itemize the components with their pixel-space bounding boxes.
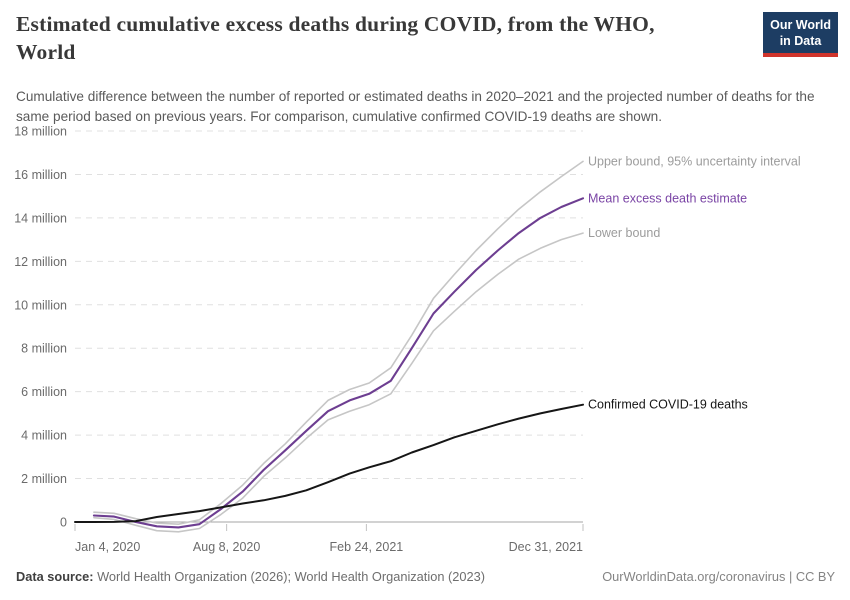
owid-logo-line-2: in Data (779, 34, 822, 49)
data-source: Data source: World Health Organization (… (16, 569, 485, 584)
chart-subtitle: Cumulative difference between the number… (16, 89, 815, 124)
y-tick-label: 4 million (21, 429, 67, 443)
y-tick-label: 10 million (14, 298, 67, 312)
y-tick-label: 2 million (21, 472, 67, 486)
y-tick-label: 18 million (14, 125, 67, 139)
mean-excess-label[interactable]: Mean excess death estimate (588, 191, 747, 205)
series-lines (74, 160, 585, 533)
gridlines: 0 2 million 4 million 6 million 8 million 10 … (14, 125, 583, 530)
x-tick-label: Jan 4, 2020 (75, 540, 140, 554)
x-axis: Jan 4, 2020 Aug 8, 2020 Feb 24, 2021 Dec 31… (74, 524, 584, 554)
confirmed-deaths-line[interactable] (74, 403, 584, 523)
lower-bound-line[interactable] (93, 232, 584, 533)
page-title: Estimated cumulative excess deaths durin… (16, 10, 786, 67)
y-tick-label: 8 million (21, 342, 67, 356)
upper-bound-line[interactable] (93, 160, 584, 526)
page-title-line-2: World (16, 40, 76, 65)
mean-excess-line[interactable] (92, 197, 585, 529)
owid-logo-line-1: Our World (770, 18, 831, 32)
owid-logo[interactable]: Our World in Data (763, 12, 838, 57)
series-end-labels: Upper bound, 95% uncertainty interval Low… (588, 154, 801, 411)
y-tick-label: 6 million (21, 385, 67, 399)
x-tick-label: Feb 24, 2021 (330, 540, 404, 554)
data-source-text: World Health Organization (2026); World … (93, 569, 485, 584)
data-source-label: Data source: (16, 569, 94, 584)
confirmed-deaths-label[interactable]: Confirmed COVID-19 deaths (588, 398, 748, 412)
credit-link[interactable]: OurWorldinData.org/coronavirus | CC BY (602, 569, 835, 584)
upper-bound-label[interactable]: Upper bound, 95% uncertainty interval (588, 154, 801, 168)
y-tick-label: 16 million (14, 168, 67, 182)
y-tick-label: 0 (60, 516, 67, 530)
y-tick-label: 14 million (14, 211, 67, 225)
lower-bound-label[interactable]: Lower bound (588, 226, 660, 240)
page-title-line-1: Estimated cumulative excess deaths durin… (16, 12, 655, 36)
y-tick-label: 12 million (14, 255, 67, 269)
x-tick-label: Aug 8, 2020 (193, 540, 260, 554)
x-tick-label: Dec 31, 2021 (509, 540, 583, 554)
